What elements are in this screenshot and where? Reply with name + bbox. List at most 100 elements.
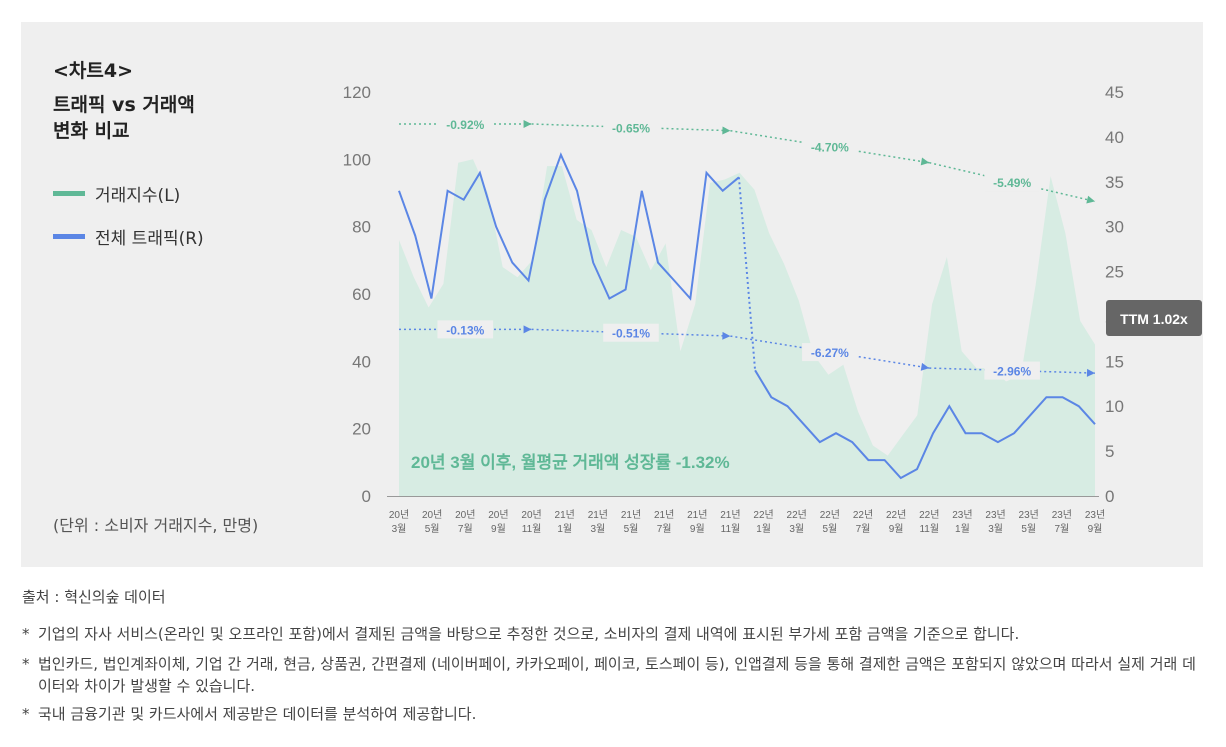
trend-label: -0.51% (612, 327, 650, 341)
chart-title-line-2: 변화 비교 (53, 120, 130, 142)
y-right-tick-25: 25 (1105, 263, 1124, 282)
chart-number-label: <차트4> (53, 60, 134, 82)
x-tick-month: 3월 (789, 523, 804, 535)
x-tick-year: 21년 (687, 509, 707, 521)
x-tick-year: 22년 (820, 509, 840, 521)
footnote-1-marker: * (22, 625, 30, 643)
legend-swatch-traffic (53, 234, 85, 239)
footnote-2: * 법인카드, 법인계좌이체, 기업 간 거래, 현금, 상품권, 간편결제 (네… (22, 653, 1208, 697)
y-right-tick-35: 35 (1105, 173, 1124, 192)
trend-label: -0.92% (446, 118, 484, 132)
x-tick-year: 22년 (853, 509, 873, 521)
trend-arrow (523, 119, 532, 128)
traffic-line-before (398, 152, 740, 301)
x-tick-month: 1월 (955, 523, 970, 535)
y-left-tick-0: 0 (362, 487, 371, 506)
x-tick-year: 20년 (422, 509, 442, 521)
trend-label-bg (984, 361, 1040, 380)
x-tick-month: 7월 (458, 523, 473, 535)
chart-title-line-1: 트래픽 vs 거래액 (53, 94, 195, 116)
x-tick-month: 11월 (522, 523, 542, 535)
trend-arrow (920, 157, 930, 166)
source-text: 출처 : 혁신의숲 데이터 (22, 588, 166, 606)
y-right-tick-5: 5 (1105, 442, 1114, 461)
legend-item-transaction: 거래지수(L) (53, 181, 180, 206)
trend-label-bg (437, 320, 494, 339)
traffic-drop-dotted (737, 177, 757, 371)
trend-label-bg (437, 114, 494, 133)
x-tick-month: 11월 (919, 523, 939, 535)
x-tick-year: 20년 (455, 509, 475, 521)
trend-label: -6.27% (811, 346, 849, 360)
trend-arrow (1086, 368, 1095, 377)
trend-arrow (920, 362, 930, 371)
trend-label: -4.70% (811, 141, 849, 155)
x-tick-year: 22년 (753, 509, 773, 521)
y-left-tick-20: 20 (352, 420, 371, 439)
trend-label-bg (802, 137, 858, 156)
x-tick-year: 20년 (521, 509, 541, 521)
footnote-3: * 국내 금융기관 및 카드사에서 제공받은 데이터를 분석하여 제공합니다. (22, 703, 1208, 725)
trend-segment (531, 123, 731, 132)
x-tick-month: 5월 (425, 523, 440, 535)
ttm-badge-text: TTM 1.02x (1120, 311, 1188, 327)
x-tick-month: 9월 (491, 523, 506, 535)
y-right-tick-30: 30 (1105, 218, 1124, 237)
y-right-tick-10: 10 (1105, 397, 1124, 416)
footnote-3-marker: * (22, 705, 30, 723)
trend-label-bg (802, 343, 858, 362)
ttm-badge: TTM 1.02x (1106, 300, 1202, 336)
x-tick-month: 1월 (756, 523, 771, 535)
trend-arrow (1086, 195, 1095, 204)
x-tick-year: 21년 (654, 509, 674, 521)
footnote-3-text: 국내 금융기관 및 카드사에서 제공받은 데이터를 분석하여 제공합니다. (38, 705, 477, 723)
trend-arrow (722, 126, 731, 135)
legend-label-transaction: 거래지수(L) (95, 186, 181, 206)
x-tick-month: 3월 (590, 523, 605, 535)
x-tick-month: 5월 (822, 523, 837, 535)
trend-label-bg (603, 118, 659, 137)
legend-item-traffic: 전체 트래픽(R) (53, 224, 204, 249)
x-tick-year: 22년 (919, 509, 939, 521)
x-tick-year: 23년 (1052, 509, 1072, 521)
x-tick-month: 7월 (856, 523, 871, 535)
x-tick-year: 21년 (621, 509, 641, 521)
y-right-tick-45: 45 (1105, 83, 1124, 102)
x-tick-month: 7월 (657, 523, 672, 535)
footnote-2-marker: * (22, 655, 30, 673)
legend-label-traffic: 전체 트래픽(R) (95, 229, 204, 249)
y-right-tick-40: 40 (1105, 128, 1124, 147)
y-left-tick-80: 80 (352, 218, 371, 237)
x-tick-year: 21년 (720, 509, 740, 521)
trend-label-bg (603, 323, 659, 342)
x-tick-month: 9월 (889, 523, 904, 535)
unit-note: (단위 : 소비자 거래지수, 만명) (53, 516, 259, 535)
y-left-tick-60: 60 (352, 285, 371, 304)
trend-label-bg (984, 173, 1040, 192)
x-tick-month: 11월 (721, 523, 741, 535)
trend-label: -0.13% (446, 323, 484, 337)
x-tick-month: 5월 (624, 523, 639, 535)
x-tick-year: 20년 (488, 509, 508, 521)
x-tick-year: 20년 (389, 509, 409, 521)
growth-annotation: 20년 3월 이후, 월평균 거래액 성장률 -1.32% (411, 452, 730, 472)
trend-segment (531, 328, 731, 337)
x-tick-year: 22년 (787, 509, 807, 521)
trend-arrow (523, 325, 532, 334)
x-tick-month: 1월 (557, 523, 572, 535)
footnote-1: * 기업의 자사 서비스(온라인 및 오프라인 포함)에서 결제된 금액을 바탕으… (22, 623, 1208, 645)
